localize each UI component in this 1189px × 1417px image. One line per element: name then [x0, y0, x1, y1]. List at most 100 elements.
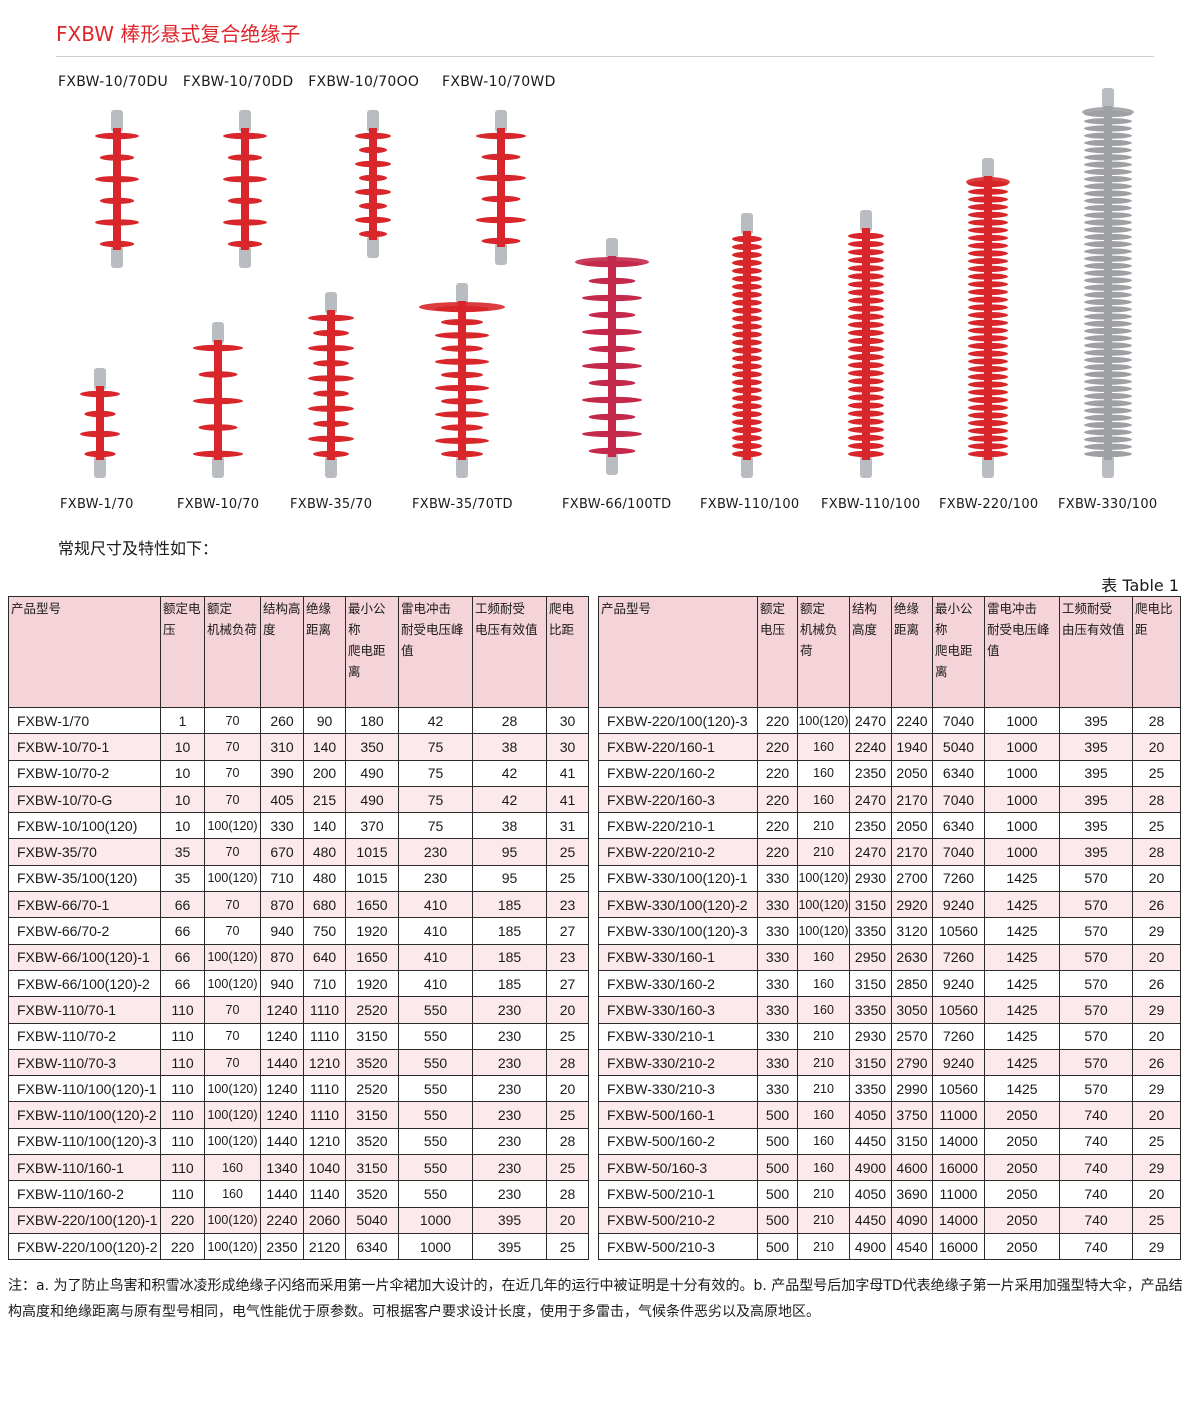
- value-cell: 66: [160, 917, 205, 945]
- table-row: FXBW-10/70-G 10 70 405 215 490 75 42 41: [8, 785, 589, 814]
- value-cell: 550: [398, 1075, 473, 1103]
- value-cell: 160: [797, 969, 850, 998]
- value-cell: 2990: [891, 1075, 933, 1103]
- table-row: FXBW-110/100(120)-1 110 100(120) 1240 1110 25…: [8, 1075, 589, 1103]
- value-cell: 25: [546, 1232, 589, 1261]
- value-cell: 25: [546, 864, 589, 893]
- product-model-cell: FXBW-110/100(120)-3: [8, 1127, 161, 1156]
- value-cell: 1650: [345, 943, 399, 971]
- value-cell: 35: [160, 838, 205, 866]
- value-cell: 570: [1059, 1075, 1133, 1103]
- value-cell: 2520: [345, 996, 399, 1024]
- column-header: 绝缘距离: [303, 596, 346, 708]
- value-cell: 25: [546, 838, 589, 866]
- product-model-cell: FXBW-35/70: [8, 838, 161, 866]
- value-cell: 500: [757, 1101, 798, 1129]
- value-cell: 940: [260, 969, 304, 998]
- value-cell: 160: [797, 759, 850, 787]
- value-cell: 330: [757, 943, 798, 971]
- value-cell: 70: [204, 785, 261, 814]
- value-cell: 100(120): [797, 864, 850, 893]
- product-model-cell: FXBW-110/70-2: [8, 1022, 161, 1050]
- value-cell: 1000: [398, 1206, 473, 1234]
- value-cell: 230: [472, 1127, 547, 1156]
- table-row: FXBW-10/100(120) 10 100(120) 330 140 370 75 38 3…: [8, 812, 589, 840]
- column-header: 雷电冲击 耐受电压峰值: [984, 596, 1060, 708]
- product-model-cell: FXBW-66/100(120)-2: [8, 969, 161, 998]
- column-header: 绝缘距离: [891, 596, 933, 708]
- value-cell: 20: [1132, 864, 1181, 893]
- value-cell: 1425: [984, 1048, 1060, 1077]
- table-row: FXBW-220/100(120)-2 220 100(120) 2350 2120 63…: [8, 1232, 589, 1261]
- value-cell: 100(120): [204, 864, 261, 893]
- insulator-fxbw-10-70dd-image: [223, 110, 267, 268]
- value-cell: 1000: [984, 759, 1060, 787]
- table-row: FXBW-330/160-2 330 160 3150 2850 9240 1425 570 2…: [598, 969, 1181, 998]
- value-cell: 35: [160, 864, 205, 893]
- page-title: FXBW 棒形悬式复合绝缘子: [56, 22, 301, 46]
- value-cell: 210: [797, 1180, 850, 1208]
- value-cell: 330: [757, 864, 798, 893]
- value-cell: 570: [1059, 1022, 1133, 1050]
- value-cell: 70: [204, 1048, 261, 1077]
- value-cell: 1425: [984, 864, 1060, 893]
- value-cell: 230: [472, 1048, 547, 1077]
- value-cell: 23: [546, 943, 589, 971]
- value-cell: 2630: [891, 943, 933, 971]
- value-cell: 200: [303, 759, 346, 787]
- value-cell: 20: [1132, 1101, 1181, 1129]
- value-cell: 230: [472, 1154, 547, 1182]
- column-header: 产品型号: [8, 596, 161, 708]
- value-cell: 330: [757, 1048, 798, 1077]
- column-header: 爬电比距: [1132, 596, 1181, 708]
- value-cell: 3350: [849, 917, 892, 945]
- value-cell: 4600: [891, 1154, 933, 1182]
- value-cell: 1240: [260, 1075, 304, 1103]
- value-cell: 29: [1132, 1154, 1181, 1182]
- value-cell: 75: [398, 733, 473, 761]
- value-cell: 550: [398, 1048, 473, 1077]
- product-model-cell: FXBW-66/70-1: [8, 891, 161, 919]
- value-cell: 330: [757, 891, 798, 919]
- insulator-fxbw-10-70wd-image: [476, 110, 526, 265]
- value-cell: 100(120): [204, 943, 261, 971]
- table-row: FXBW-1/70 1 70 260 90 180 42 28 30: [8, 706, 589, 735]
- product-model-cell: FXBW-220/210-1: [598, 812, 758, 840]
- value-cell: 220: [757, 759, 798, 787]
- value-cell: 1110: [303, 1101, 346, 1129]
- table-row: FXBW-110/70-1 110 70 1240 1110 2520 550 230 20: [8, 996, 589, 1024]
- value-cell: 1650: [345, 891, 399, 919]
- value-cell: 25: [1132, 812, 1181, 840]
- value-cell: 20: [1132, 733, 1181, 761]
- value-cell: 2950: [849, 943, 892, 971]
- product-model-cell: FXBW-10/70-2: [8, 759, 161, 787]
- product-model-cell: FXBW-330/100(120)-1: [598, 864, 758, 893]
- value-cell: 20: [546, 996, 589, 1024]
- value-cell: 160: [797, 733, 850, 761]
- value-cell: 5040: [932, 733, 985, 761]
- product-model-cell: FXBW-220/160-2: [598, 759, 758, 787]
- value-cell: 25: [546, 1022, 589, 1050]
- value-cell: 1425: [984, 1022, 1060, 1050]
- value-cell: 2050: [984, 1154, 1060, 1182]
- product-model-cell: FXBW-10/100(120): [8, 812, 161, 840]
- caption-fxbw-110-100-a: FXBW-110/100: [700, 497, 800, 512]
- value-cell: 550: [398, 1180, 473, 1208]
- value-cell: 230: [472, 996, 547, 1024]
- value-cell: 31: [546, 812, 589, 840]
- insulator-fxbw-35-70td-image: [419, 283, 505, 478]
- value-cell: 110: [160, 1048, 205, 1077]
- table-row: FXBW-330/100(120)-1 330 100(120) 2930 2700 72…: [598, 864, 1181, 893]
- value-cell: 7040: [932, 838, 985, 866]
- value-cell: 550: [398, 1022, 473, 1050]
- value-cell: 185: [472, 969, 547, 998]
- table-row: FXBW-66/100(120)-2 66 100(120) 940 710 1920 41…: [8, 969, 589, 998]
- value-cell: 27: [546, 969, 589, 998]
- top-model-label: FXBW-10/70DD: [182, 74, 294, 90]
- value-cell: 180: [345, 706, 399, 735]
- value-cell: 2790: [891, 1048, 933, 1077]
- value-cell: 66: [160, 969, 205, 998]
- product-model-cell: FXBW-500/210-1: [598, 1180, 758, 1208]
- value-cell: 95: [472, 864, 547, 893]
- specs-subheading: 常规尺寸及特性如下：: [58, 539, 219, 558]
